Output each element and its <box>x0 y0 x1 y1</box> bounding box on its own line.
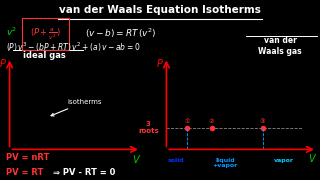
Text: liquid
+vapor: liquid +vapor <box>212 158 238 168</box>
Text: $(P+\frac{a}{v^2})$: $(P+\frac{a}{v^2})$ <box>30 26 61 42</box>
Text: $(v - b) = RT\,(v^2)$: $(v - b) = RT\,(v^2)$ <box>85 26 156 39</box>
Text: V: V <box>309 154 315 164</box>
Text: ideal gas: ideal gas <box>23 51 66 60</box>
Text: van der Waals Equation Isotherms: van der Waals Equation Isotherms <box>59 5 261 15</box>
Text: ②: ② <box>209 119 214 124</box>
Text: isotherms: isotherms <box>51 99 101 116</box>
Text: PV = nRT: PV = nRT <box>6 153 50 162</box>
Text: ①: ① <box>185 119 190 124</box>
Text: solid: solid <box>168 158 184 163</box>
Text: vapor: vapor <box>274 158 294 163</box>
Text: V: V <box>132 155 139 165</box>
Text: P: P <box>0 59 6 69</box>
Text: van der
Waals gas: van der Waals gas <box>258 36 302 56</box>
Text: 3
roots: 3 roots <box>138 121 159 134</box>
Text: ⇒ PV - RT = 0: ⇒ PV - RT = 0 <box>53 168 115 177</box>
Text: ③: ③ <box>260 119 266 124</box>
Text: $v^2$: $v^2$ <box>6 26 18 39</box>
Text: PV = RT: PV = RT <box>6 168 47 177</box>
Text: CP: CP <box>225 79 235 88</box>
Text: $(P)\,v^3 - (bP + RT)\,v^2 + (a)\,v - ab = 0$: $(P)\,v^3 - (bP + RT)\,v^2 + (a)\,v - ab… <box>6 40 141 54</box>
Text: P: P <box>157 59 163 69</box>
